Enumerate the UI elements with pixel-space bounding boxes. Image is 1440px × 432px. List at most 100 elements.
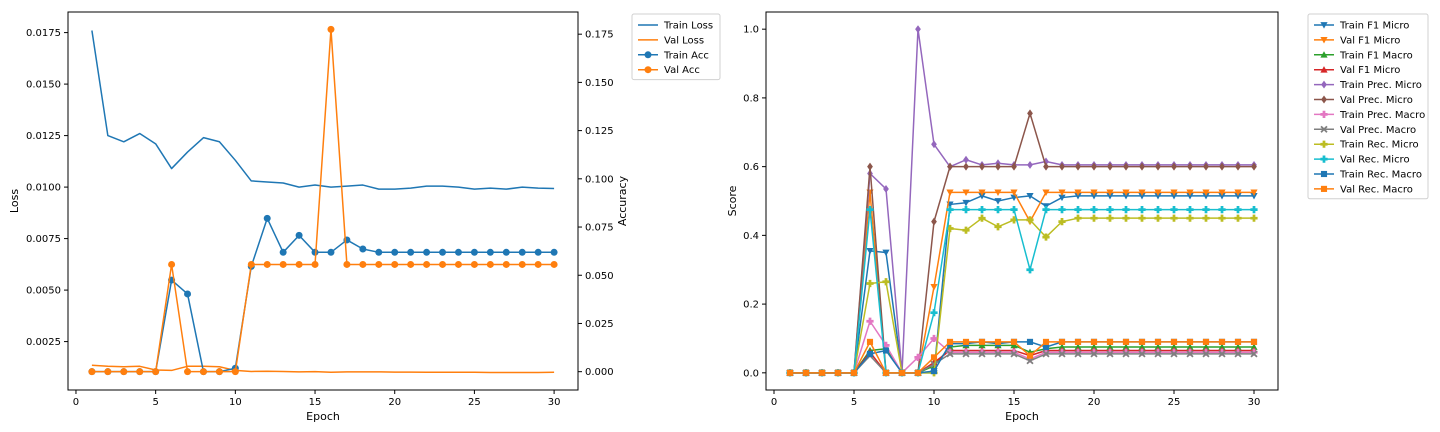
val-acc-point — [247, 260, 255, 268]
train-prec-micro-point — [963, 155, 969, 164]
train-prec-macro-point — [994, 348, 1002, 356]
y-tick-label: 0.6 — [743, 162, 759, 173]
legend-item-val-loss: Val Loss — [638, 35, 704, 46]
series-val-rec-macro — [786, 338, 1258, 376]
loss-accuracy-chart: 0 5 10 15 20 25 30 0.0025 0.0050 0.0075 0.0100 0.01… — [8, 11, 721, 423]
val-acc-point — [199, 368, 207, 376]
legend-label: Train Loss — [663, 21, 713, 32]
legend-marker — [1320, 170, 1328, 178]
val-prec-micro-point — [1123, 162, 1129, 171]
train-f1-macro-point — [1058, 343, 1066, 350]
legend-item-train-rec-macro: Train Rec. Macro — [1314, 170, 1422, 181]
val-f1-micro-point — [994, 189, 1002, 197]
val-prec-micro-point — [963, 162, 969, 171]
x-tick-label: 0 — [771, 397, 777, 408]
legend-marker — [1320, 37, 1328, 44]
val-rec-micro-point — [1218, 205, 1226, 214]
legend-label: Train Prec. Micro — [1339, 80, 1422, 91]
legend-label: Val Rec. Micro — [1340, 155, 1410, 166]
val-f1-micro-point — [1106, 189, 1114, 197]
val-rec-macro-point — [1250, 338, 1258, 345]
val-acc-point — [215, 368, 223, 376]
legend-marker — [1321, 95, 1327, 104]
x-tick-label: 30 — [548, 397, 561, 408]
train-prec-micro-point — [883, 185, 889, 193]
y-tick-label: 0.0075 — [26, 234, 61, 245]
train-f1-micro-point — [1122, 192, 1130, 200]
series-val-loss — [91, 364, 555, 374]
val-prec-micro-point — [979, 162, 985, 171]
legend-item-train-f1-micro: Train F1 Micro — [1314, 21, 1409, 32]
x-tick-label: 10 — [229, 397, 242, 408]
val-rec-micro-point — [978, 205, 986, 214]
legend-item-train-prec-micro: Train Prec. Micro — [1314, 80, 1422, 91]
legend-label: Val F1 Micro — [1340, 35, 1400, 46]
train-f1-macro-point — [1010, 341, 1018, 349]
y-right-tick-label: 0.150 — [585, 78, 614, 89]
train-rec-micro-point — [946, 224, 954, 233]
val-rec-macro-point — [1234, 338, 1242, 345]
train-f1-macro-point — [1170, 343, 1178, 350]
val-prec-micro-point — [867, 162, 873, 171]
val-rec-macro-point — [818, 369, 826, 376]
y-tick-label: 0.8 — [743, 93, 759, 104]
y-tick-label: 0.0125 — [26, 131, 61, 142]
train-prec-macro-point — [978, 348, 986, 356]
train-f1-micro-point — [866, 247, 874, 255]
val-prec-macro-point — [946, 350, 954, 358]
x-tick-label: 5 — [851, 397, 857, 408]
legend-label: Val Prec. Macro — [1340, 125, 1416, 136]
val-acc-point — [470, 260, 478, 268]
legend-item-train-f1-macro: Train F1 Macro — [1314, 50, 1413, 61]
y-right-tick-label: 0.050 — [585, 271, 614, 282]
loss-accuracy-legend: Train Loss Val Loss Train Acc Val Acc — [631, 13, 721, 81]
val-f1-micro-point — [1010, 189, 1018, 197]
score-chart: 0 5 10 15 20 25 30 0.0 0.2 0.4 0.6 0.8 1.0 Epoch Sco… — [726, 11, 1429, 423]
val-f1-micro-point — [1234, 189, 1242, 197]
score-legend: Train F1 Micro Val F1 Micro Train F1 Macro… — [1307, 13, 1429, 200]
train-prec-macro-point — [1138, 348, 1146, 356]
val-f1-micro-point — [1186, 189, 1194, 197]
legend-label: Val Rec. Macro — [1340, 184, 1413, 195]
val-rec-micro-point — [1122, 205, 1130, 214]
val-prec-macro-point — [1170, 350, 1178, 358]
train-prec-macro-point — [882, 341, 890, 349]
train-acc-point — [391, 248, 399, 256]
val-rec-macro-point — [914, 369, 922, 376]
x-tick-label: 30 — [1248, 397, 1261, 408]
legend-item-val-rec-macro: Val Rec. Macro — [1314, 184, 1413, 195]
train-f1-micro-point — [962, 199, 970, 207]
val-rec-macro-point — [786, 369, 794, 376]
val-rec-macro-point — [1218, 338, 1226, 345]
train-prec-macro-point — [1250, 348, 1258, 356]
train-rec-micro-point — [1154, 214, 1162, 222]
val-prec-macro-point — [1250, 350, 1258, 358]
val-f1-micro-point — [1074, 189, 1082, 197]
train-rec-macro-point — [930, 368, 938, 375]
train-prec-micro-point — [915, 25, 921, 34]
val-rec-micro-point — [1042, 205, 1050, 214]
train-acc-point — [439, 248, 447, 256]
train-rec-micro-point — [1234, 214, 1242, 222]
val-rec-micro-point — [1202, 205, 1210, 214]
train-f1-macro-point — [1186, 343, 1194, 350]
y-tick-label: 0.0025 — [26, 337, 61, 348]
val-loss-line — [91, 364, 555, 374]
val-prec-micro-point — [1075, 162, 1081, 171]
legend-label: Train Rec. Macro — [1339, 170, 1422, 181]
y-tick-label: 0.0150 — [26, 80, 61, 91]
train-rec-micro-point — [978, 214, 986, 222]
loss-accuracy-series — [88, 25, 558, 376]
train-f1-micro-point — [994, 198, 1002, 205]
y-right-tick-label: 0.075 — [585, 223, 614, 234]
train-prec-macro-point — [1202, 348, 1210, 356]
val-acc-point — [423, 260, 431, 268]
score-axes-frame — [765, 11, 1279, 391]
val-rec-macro-point — [1154, 338, 1162, 345]
legend-item-train-loss: Train Loss — [638, 21, 713, 32]
train-f1-micro-line — [790, 195, 1254, 374]
val-prec-micro-point — [947, 162, 953, 171]
val-prec-macro-point — [1058, 350, 1066, 358]
val-rec-micro-point — [946, 205, 954, 214]
train-acc-point — [423, 248, 431, 256]
